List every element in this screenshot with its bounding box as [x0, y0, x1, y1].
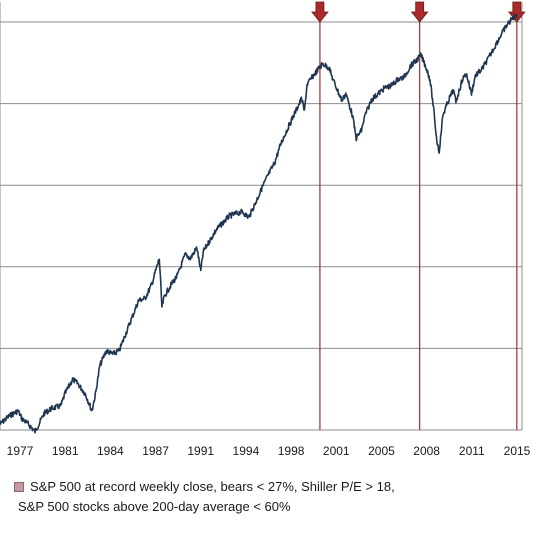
- x-tick-label: 2005: [368, 444, 395, 458]
- legend-row-1: S&P 500 at record weekly close, bears < …: [0, 477, 539, 497]
- x-tick-label: 2001: [323, 444, 350, 458]
- legend-line-2: S&P 500 stocks above 200-day average < 6…: [18, 499, 291, 514]
- x-tick-label: 2015: [504, 444, 531, 458]
- x-tick-labels: 1977 1981 1984 1987 1991 1994 1998 2001 2005 2008…: [7, 444, 531, 458]
- record-markers: [311, 1, 526, 430]
- x-tick-label: 1987: [142, 444, 169, 458]
- x-tick-label: 1981: [52, 444, 79, 458]
- legend-swatch: [14, 482, 24, 492]
- sp500-chart: 1977 1981 1984 1987 1991 1994 1998 2001 2005 2008…: [0, 1, 531, 458]
- series-group: [0, 13, 518, 434]
- x-tick-label: 1984: [97, 444, 124, 458]
- legend: S&P 500 at record weekly close, bears < …: [0, 477, 539, 517]
- x-tick-label: 1991: [187, 444, 214, 458]
- sp500-series-line: [0, 13, 518, 434]
- legend-row-2: S&P 500 stocks above 200-day average < 6…: [0, 497, 539, 517]
- x-tick-label: 1977: [7, 444, 34, 458]
- legend-line-1: S&P 500 at record weekly close, bears < …: [30, 479, 395, 494]
- x-tick-label: 1998: [278, 444, 305, 458]
- x-tick-label: 2011: [459, 444, 485, 458]
- record-marker-arrow-icon: [311, 1, 329, 23]
- grid-lines: [0, 21, 522, 349]
- record-marker-arrow-icon: [410, 1, 429, 23]
- x-tick-label: 1994: [233, 444, 260, 458]
- x-tick-label: 2008: [413, 444, 440, 458]
